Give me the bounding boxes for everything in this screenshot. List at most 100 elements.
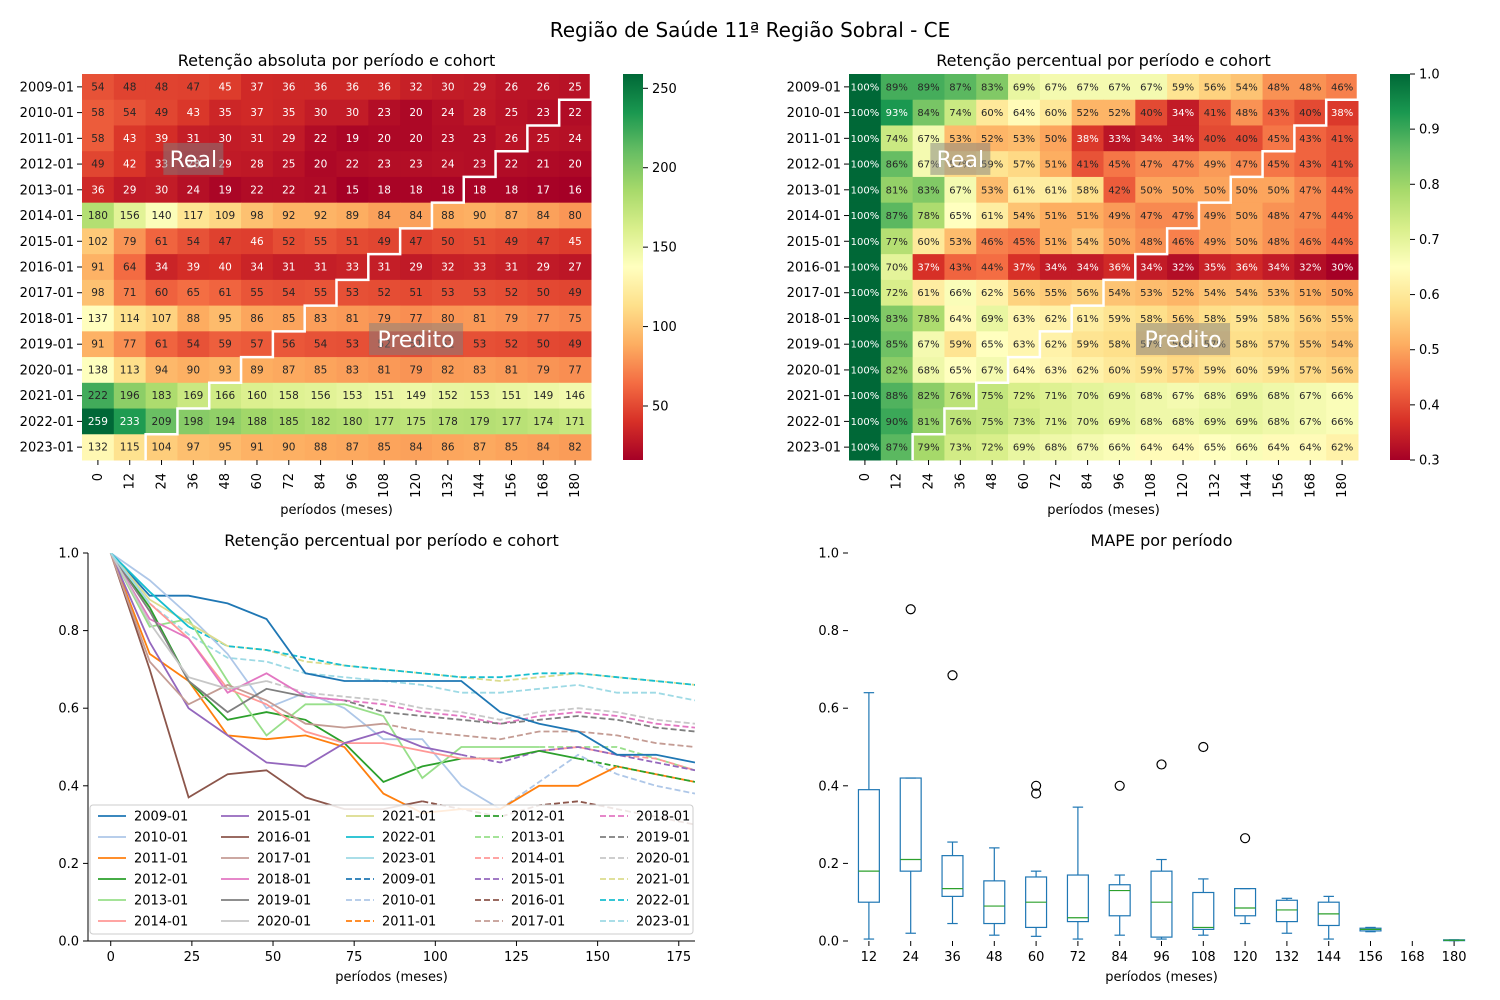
x-tick-label: 50	[265, 950, 282, 965]
heatmap-cell-label: 54	[187, 236, 201, 248]
heatmap-cell	[1039, 151, 1073, 178]
heatmap-cell	[304, 408, 337, 435]
heatmap-cell-label: 31	[187, 133, 200, 145]
heatmap-cell	[241, 125, 274, 152]
colorbar	[623, 74, 643, 460]
heatmap-cell-label: 37	[250, 81, 263, 93]
heatmap-cell	[1294, 408, 1327, 435]
heatmap-cell	[82, 357, 115, 384]
heatmap-cell-label: 62%	[1045, 314, 1067, 325]
colorbar-tick-label: 0.6	[1419, 288, 1440, 303]
heatmap-cell	[1008, 254, 1041, 281]
legend-entry: 2023-01	[636, 915, 690, 930]
heatmap-cell-label: 59%	[1076, 340, 1098, 351]
heatmap-cell-label: 93%	[886, 108, 908, 119]
box-outlier	[1114, 780, 1125, 791]
heatmap-cell-label: 177	[374, 416, 394, 428]
heatmap-cell	[241, 151, 274, 178]
heatmap-cell	[976, 228, 1009, 255]
heatmap-cell-label: 75%	[981, 391, 1003, 402]
heatmap-cell-label: 88	[441, 210, 454, 222]
heatmap-cell	[1135, 382, 1168, 410]
heatmap-cell	[1167, 279, 1200, 307]
heatmap-cell	[1008, 176, 1041, 204]
heatmap-cell-label: 18	[409, 184, 422, 196]
heatmap-cell	[1039, 434, 1073, 461]
heatmap-cell-label: 79%	[917, 443, 939, 454]
heatmap-cell-label: 100%	[851, 391, 880, 402]
heatmap-cell	[272, 74, 306, 101]
heatmap-cell-label: 66%	[1108, 443, 1130, 454]
heatmap-cell	[559, 74, 592, 101]
heatmap-cell	[82, 434, 115, 461]
heatmap-cell	[272, 151, 306, 178]
heatmap-cell-label: 182	[311, 416, 331, 428]
heatmap-cell-label: 23	[378, 107, 391, 119]
heatmap-cell	[431, 176, 465, 204]
annotation-real: Real	[170, 148, 217, 173]
heatmap-cell	[944, 357, 977, 384]
heatmap-cell	[1198, 74, 1232, 101]
heatmap-cell	[976, 382, 1009, 410]
heatmap-cell	[1039, 408, 1073, 435]
heatmap-cell	[1167, 176, 1200, 204]
heatmap-cell	[976, 279, 1009, 307]
heatmap-cell-label: 72%	[1013, 391, 1035, 402]
heatmap-cell	[1071, 202, 1104, 229]
boxplot-mape: MAPE por período 0.0 0.2 0.4 0.6 0.8 1.0 12 24 36…	[818, 531, 1466, 985]
heatmap-cell	[527, 74, 560, 101]
y-tick-label: 0.4	[58, 779, 79, 794]
heatmap-cell-label: 69%	[1204, 417, 1226, 428]
heatmap-cell-label: 32%	[1172, 263, 1194, 274]
heatmap-cell-label: 34%	[1267, 263, 1289, 274]
heatmap-cell	[113, 125, 147, 152]
heatmap-cell-label: 198	[183, 416, 203, 428]
heatmap-cell	[559, 408, 592, 435]
x-tick-label: 96	[1112, 473, 1127, 490]
y-tick-label: 1.0	[818, 547, 839, 562]
heatmap-cell	[527, 176, 560, 204]
heatmap-cell-label: 25	[505, 107, 518, 119]
heatmap-cell	[304, 99, 337, 126]
heatmap-cell-label: 81	[378, 364, 391, 376]
heatmap-cell	[209, 434, 242, 461]
heatmap-cell	[1167, 74, 1200, 101]
heatmap-cell	[1167, 228, 1200, 255]
heatmap-cell-label: 87	[346, 442, 359, 454]
predicted-series-line	[500, 746, 695, 772]
heatmap-cell	[527, 254, 560, 281]
heatmap-cell	[1103, 305, 1136, 332]
heatmap-cell-label: 73%	[1013, 417, 1035, 428]
x-axis-label: períodos (meses)	[335, 970, 448, 985]
heatmap-cell	[400, 99, 433, 126]
heatmap-cell-label: 29	[537, 262, 550, 274]
heatmap-cell	[880, 254, 914, 281]
heatmap-cell-label: 61%	[1076, 314, 1098, 325]
heatmap-cell	[177, 228, 210, 255]
heatmap-cell-label: 34	[250, 262, 264, 274]
heatmap-cell-label: 51	[346, 236, 359, 248]
heatmap-cell-label: 113	[120, 364, 140, 376]
y-tick-label: 0.2	[818, 857, 839, 872]
heatmap-cell-label: 84%	[917, 108, 939, 119]
heatmap-cell	[113, 202, 147, 229]
heatmap-cell	[272, 254, 306, 281]
heatmap-cell	[976, 331, 1009, 358]
heatmap-cell-label: 60%	[1045, 108, 1067, 119]
heatmap-cell	[241, 74, 274, 101]
x-tick-label: 125	[504, 950, 529, 965]
heatmap-cell	[145, 434, 178, 461]
heatmap-cell	[177, 176, 210, 204]
heatmap-cell-label: 54%	[1076, 237, 1098, 248]
heatmap-cell	[1167, 382, 1200, 410]
heatmap-cell	[1262, 74, 1295, 101]
heatmap-cell	[209, 228, 242, 255]
heatmap-cell-label: 30	[155, 184, 168, 196]
heatmap-cell-label: 50%	[1140, 185, 1162, 196]
predicted-series-line	[577, 757, 695, 783]
heatmap-cell	[177, 202, 210, 229]
heatmap-cell-label: 97	[187, 442, 200, 454]
real-series-line	[109, 553, 345, 702]
heatmap-cell	[559, 279, 592, 307]
heatmap-cell-label: 51%	[1045, 211, 1067, 222]
